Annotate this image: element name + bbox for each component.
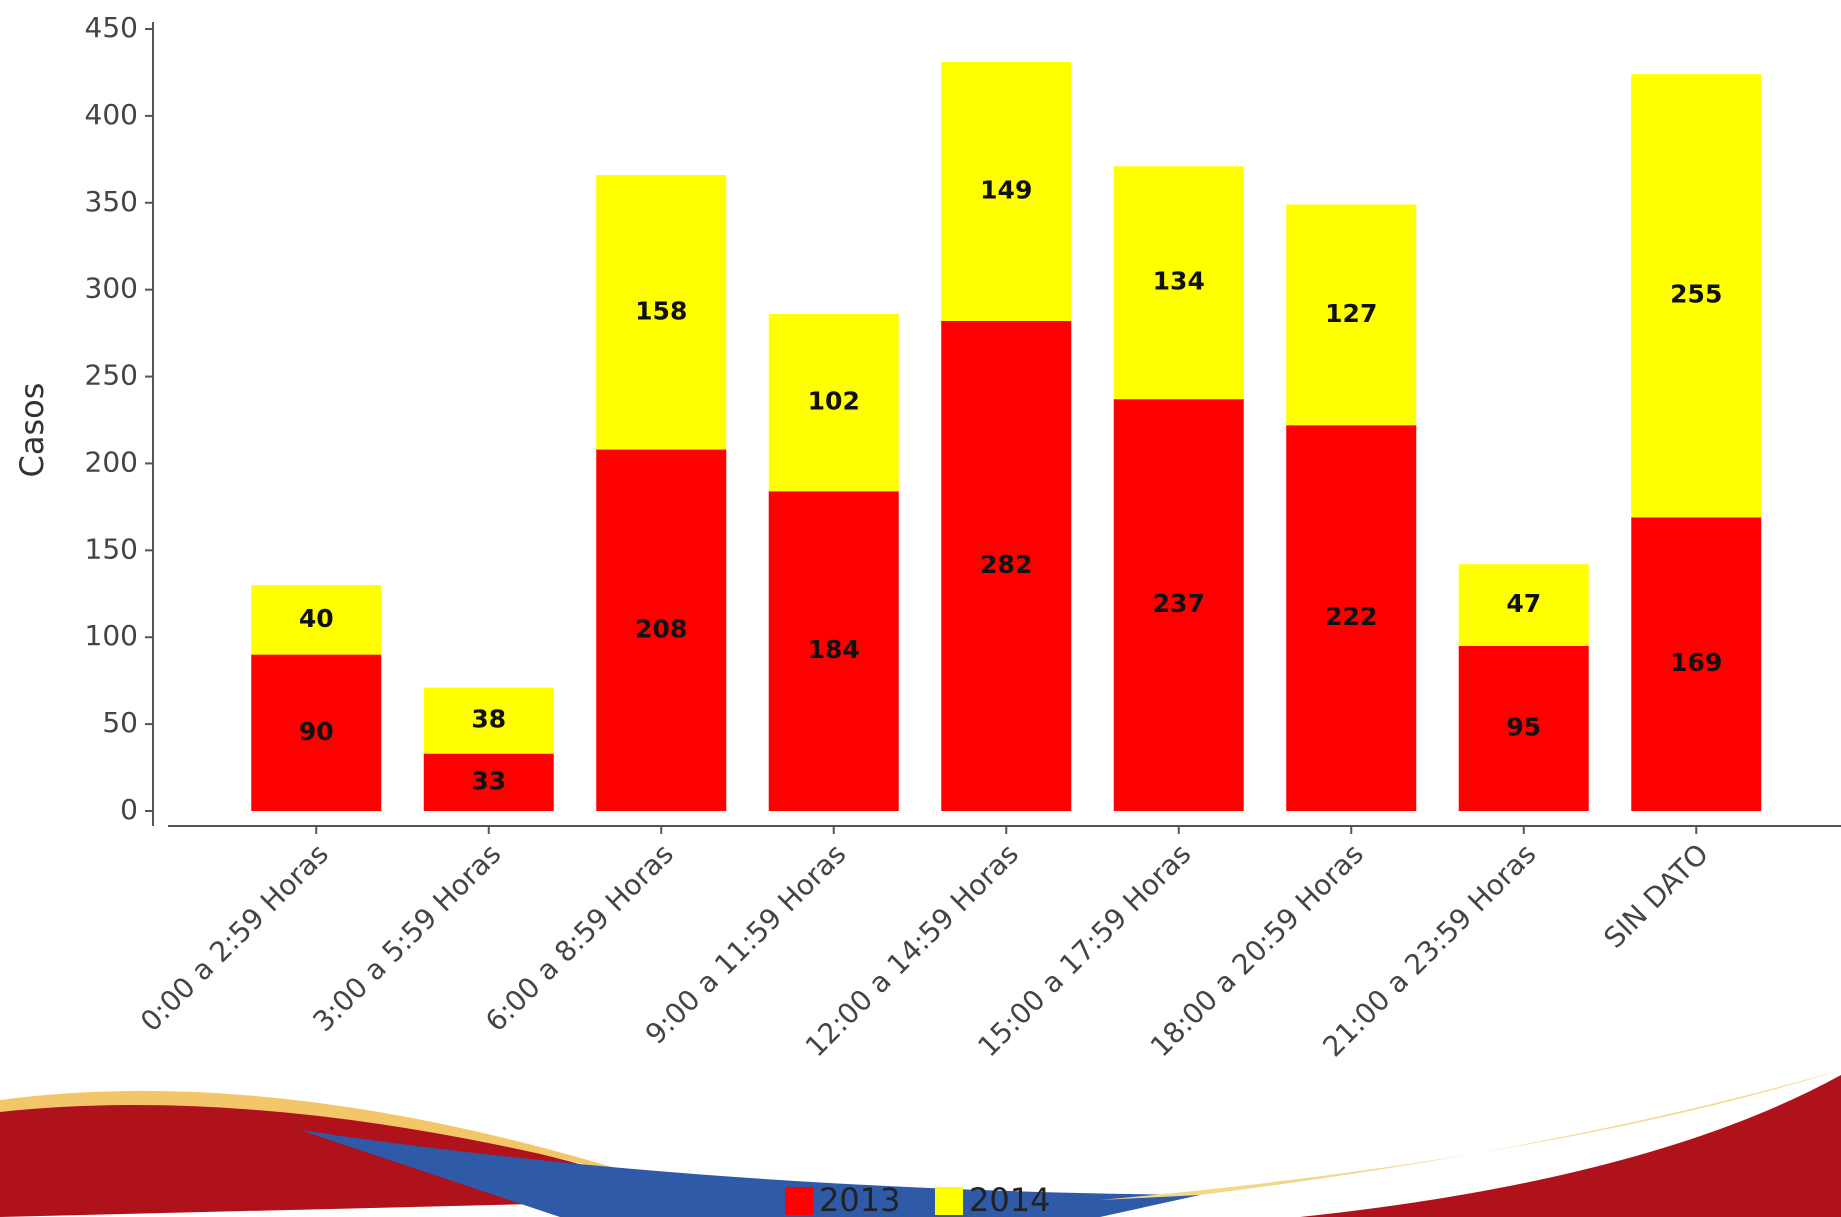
value-label: 33 xyxy=(471,766,506,795)
y-axis-title: Casos xyxy=(13,383,51,478)
value-label: 40 xyxy=(299,604,334,633)
legend-label: 2013 xyxy=(819,1181,900,1217)
value-label: 282 xyxy=(980,550,1032,579)
value-label: 90 xyxy=(299,717,334,746)
value-label: 149 xyxy=(980,175,1032,204)
value-label: 169 xyxy=(1670,648,1722,677)
y-tick-label: 100 xyxy=(85,619,138,652)
swoosh-red-right xyxy=(1300,1075,1841,1217)
value-label: 255 xyxy=(1670,280,1722,309)
x-tick-label: SIN DATO xyxy=(1597,837,1714,954)
legend-swatch xyxy=(785,1187,813,1215)
value-label: 237 xyxy=(1153,589,1205,618)
chart: Casos 0 50 100 150 200 250 300 350 400 450 0:00 a … xyxy=(0,0,1841,1217)
y-tick-label: 300 xyxy=(85,272,138,305)
value-label: 47 xyxy=(1506,589,1541,618)
y-tick-label: 0 xyxy=(120,793,138,826)
y-tick-label: 50 xyxy=(102,706,138,739)
x-tick-label: 0:00 a 2:59 Horas xyxy=(134,837,335,1038)
legend-swatch xyxy=(935,1187,963,1215)
value-label: 38 xyxy=(471,705,506,734)
value-label: 208 xyxy=(635,614,687,643)
y-tick-label: 250 xyxy=(85,359,138,392)
y-tick-label: 350 xyxy=(85,185,138,218)
y-tick-label: 450 xyxy=(85,11,138,44)
y-tick-label: 400 xyxy=(85,98,138,131)
value-label: 95 xyxy=(1506,712,1541,741)
y-tick-label: 200 xyxy=(85,445,138,478)
value-label: 134 xyxy=(1153,267,1205,296)
value-label: 158 xyxy=(635,296,687,325)
value-label: 102 xyxy=(808,387,860,416)
value-label: 127 xyxy=(1325,299,1377,328)
legend-label: 2014 xyxy=(969,1181,1050,1217)
x-tick-label: 3:00 a 5:59 Horas xyxy=(306,837,507,1038)
decoration xyxy=(0,1070,1841,1217)
value-label: 222 xyxy=(1325,602,1377,631)
value-label: 184 xyxy=(808,635,860,664)
y-tick-label: 150 xyxy=(85,532,138,565)
x-tick-label: 6:00 a 8:59 Horas xyxy=(479,837,680,1038)
